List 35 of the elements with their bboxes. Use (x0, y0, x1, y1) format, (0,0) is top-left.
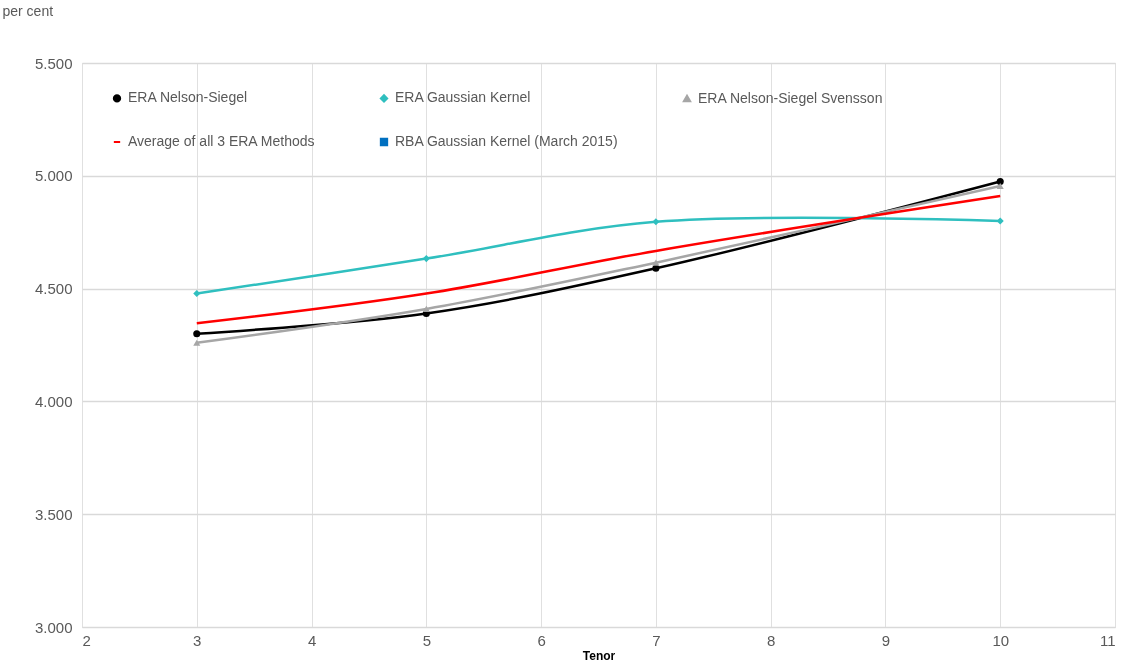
x-tick-label: 5 (422, 631, 432, 649)
y-tick-label: 5.000 (34, 167, 73, 185)
x-tick-label: 7 (652, 631, 661, 649)
point (193, 339, 201, 346)
x-tick-label: 2 (82, 631, 91, 649)
point (652, 264, 660, 272)
y-axis-title: per cent (2, 2, 54, 19)
legend-label: ERA Gaussian Kernel (395, 89, 531, 106)
y-tick-label: 4.500 (34, 280, 73, 298)
x-axis-title: Tenor (582, 648, 616, 663)
y-tick-label: 4.000 (34, 392, 73, 410)
x-tick-label: 4 (307, 631, 317, 649)
point (652, 259, 660, 266)
line-series (195, 194, 1002, 325)
point (193, 290, 201, 298)
point (652, 218, 660, 226)
legend-label: ERA Nelson-Siegel (128, 89, 248, 106)
y-tick-label: 5.500 (34, 54, 73, 72)
point (996, 177, 1004, 185)
x-tick-label: 11 (1099, 631, 1116, 649)
x-tick-label: 6 (537, 631, 546, 649)
point (193, 330, 201, 338)
y-tick-label: 3.000 (34, 618, 73, 636)
point (422, 305, 430, 312)
point (996, 217, 1004, 225)
x-tick-label: 3 (193, 631, 202, 649)
x-tick-label: 8 (766, 631, 776, 649)
point (422, 255, 430, 263)
legend-label: RBA Gaussian Kernel (March 2015) (395, 133, 618, 149)
x-tick-label: 9 (881, 631, 891, 649)
legend-label: Average of all 3 ERA Methods (128, 133, 315, 149)
legend-label: ERA Nelson-Siegel Svensson (698, 89, 883, 106)
y-tick-label: 3.500 (34, 505, 73, 523)
point (996, 182, 1004, 190)
x-tick-label: 10 (992, 631, 1010, 649)
